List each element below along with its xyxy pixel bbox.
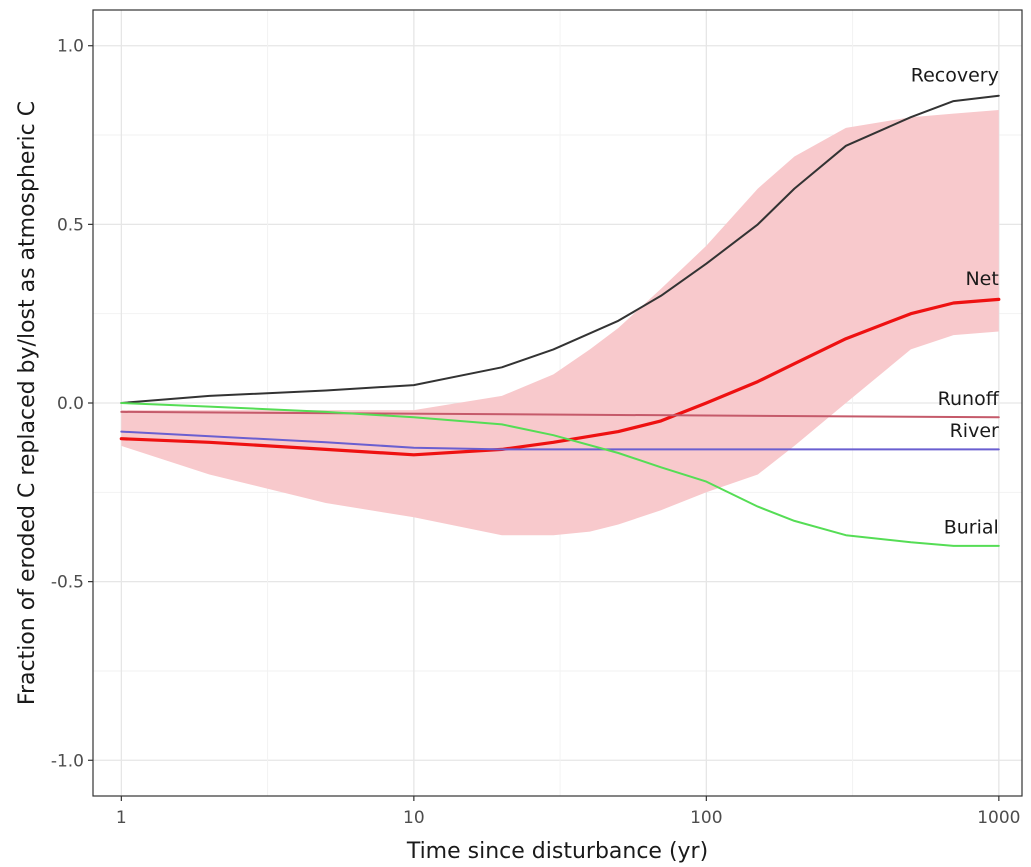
series-label-river: River: [950, 420, 999, 442]
series-label-burial: Burial: [944, 516, 999, 538]
series-line-runoff: [120, 410, 1000, 419]
x-tick-label: 1: [116, 808, 127, 828]
series-line-burial: [120, 402, 1000, 547]
y-tick-label: 0.5: [57, 215, 84, 235]
x-tick-label: 10: [403, 808, 425, 828]
series-layer: [119, 94, 1001, 547]
series-line-recovery: [120, 94, 1000, 404]
uncertainty-band: [121, 110, 999, 536]
series-labels: Recovery Net Runoff River Burial: [911, 64, 1000, 538]
y-tick-label: 0.0: [57, 394, 84, 414]
series-line-net: [119, 297, 1001, 457]
y-tick-label: -1.0: [51, 751, 84, 771]
x-tick-label: 100: [690, 808, 722, 828]
series-label-runoff: Runoff: [938, 388, 1000, 410]
series-label-net: Net: [965, 268, 998, 290]
y-tick-label: 1.0: [57, 37, 84, 57]
series-line-river: [120, 430, 1000, 451]
axis-ticks: -1.0 -0.5 0.0 0.5 1.0 1 10 100 1000: [51, 37, 1021, 828]
y-axis-title: Fraction of eroded C replaced by/lost as…: [15, 101, 40, 705]
x-axis-title: Time since disturbance (yr): [406, 839, 708, 864]
x-tick-label: 1000: [977, 808, 1020, 828]
series-label-recovery: Recovery: [911, 64, 999, 86]
y-tick-label: -0.5: [51, 573, 84, 593]
uncertainty-band-layer: [121, 110, 999, 536]
